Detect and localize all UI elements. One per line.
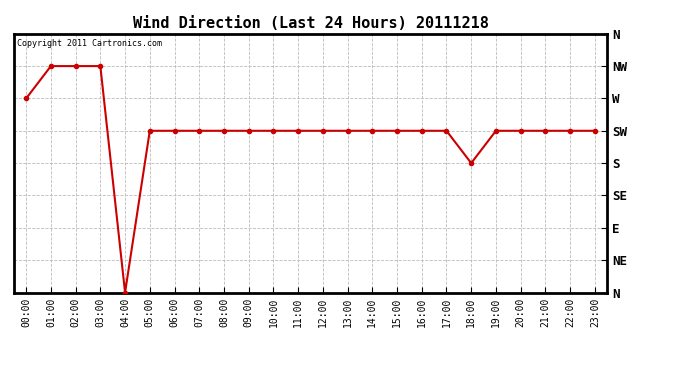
- Title: Wind Direction (Last 24 Hours) 20111218: Wind Direction (Last 24 Hours) 20111218: [132, 16, 489, 31]
- Text: Copyright 2011 Cartronics.com: Copyright 2011 Cartronics.com: [17, 39, 161, 48]
